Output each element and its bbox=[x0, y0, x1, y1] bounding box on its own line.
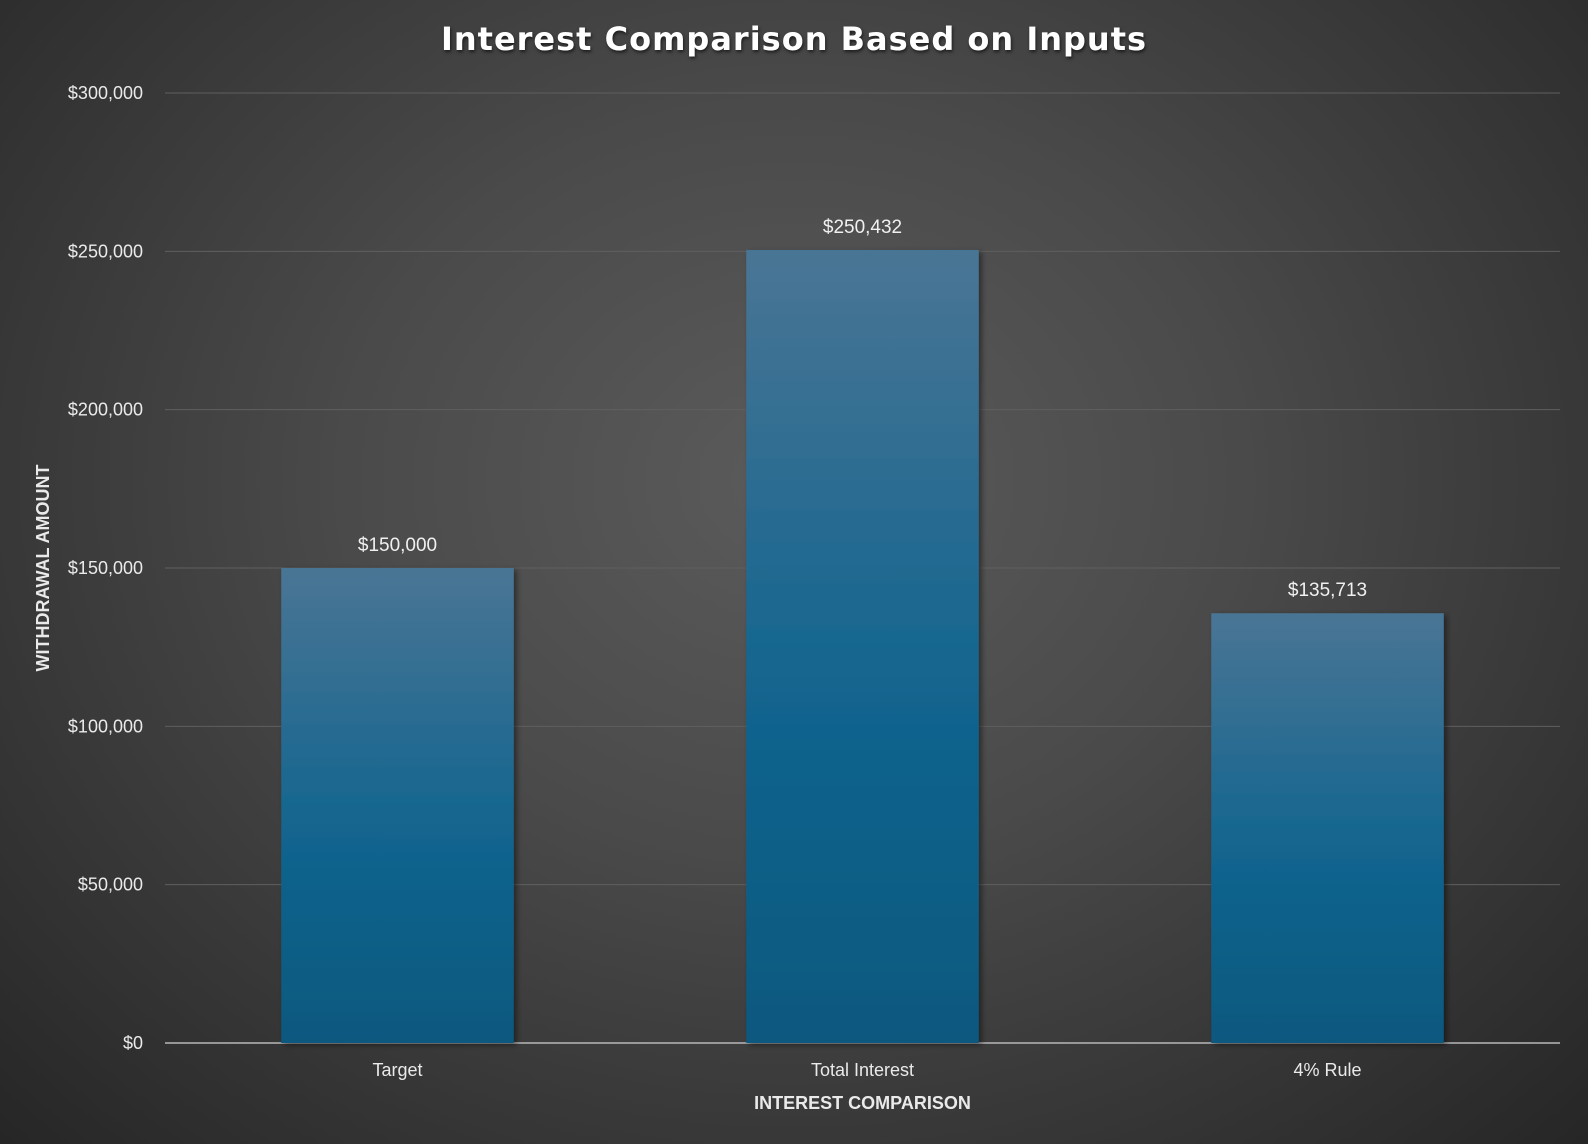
x-tick-label: Total Interest bbox=[811, 1060, 914, 1080]
data-label: $250,432 bbox=[823, 217, 902, 238]
y-axis-ticks: $0 $50,000 $100,000 $150,000 $200,000 $250,00… bbox=[68, 83, 143, 1053]
bar-target bbox=[281, 568, 514, 1043]
bar-total-interest bbox=[746, 249, 979, 1043]
chart-title: Interest Comparison Based on Inputs bbox=[440, 20, 1148, 58]
y-tick-label: $0 bbox=[123, 1033, 143, 1053]
y-tick-label: $100,000 bbox=[68, 716, 143, 736]
x-tick-label: Target bbox=[372, 1060, 422, 1080]
y-tick-label: $50,000 bbox=[78, 875, 143, 895]
bar-4-rule bbox=[1211, 613, 1444, 1043]
x-tick-label: 4% Rule bbox=[1293, 1060, 1361, 1080]
data-label: $135,713 bbox=[1288, 580, 1367, 601]
y-axis-title: WITHDRAWAL AMOUNT bbox=[33, 465, 53, 672]
data-labels: $150,000 $250,432 $135,713 bbox=[358, 217, 1367, 601]
y-tick-label: $300,000 bbox=[68, 83, 143, 103]
x-axis-ticks: Target Total Interest 4% Rule bbox=[372, 1060, 1361, 1080]
y-tick-label: $200,000 bbox=[68, 400, 143, 420]
y-tick-label: $250,000 bbox=[68, 241, 143, 261]
x-axis-title: INTEREST COMPARISON bbox=[754, 1093, 971, 1113]
data-label: $150,000 bbox=[358, 535, 437, 556]
bars bbox=[281, 249, 1444, 1043]
y-tick-label: $150,000 bbox=[68, 558, 143, 578]
